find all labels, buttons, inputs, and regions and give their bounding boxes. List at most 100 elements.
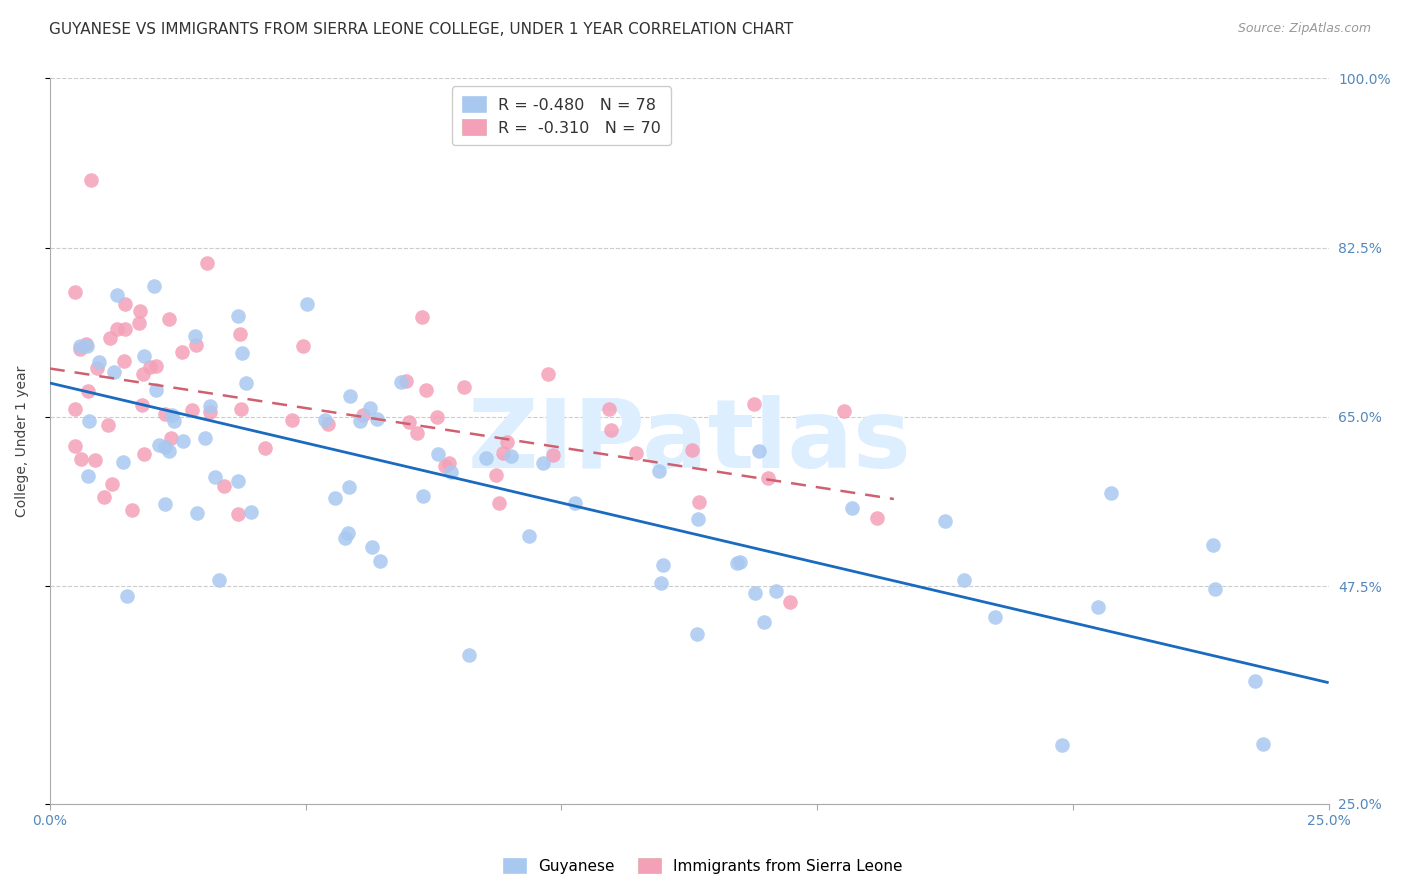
- Text: ZIPatlas: ZIPatlas: [467, 394, 911, 488]
- Point: [368, 554, 391, 568]
- Point: [339, 388, 361, 402]
- Point: [779, 595, 801, 609]
- Point: [93, 490, 115, 504]
- Point: [537, 367, 560, 381]
- Point: [323, 491, 346, 506]
- Point: [437, 456, 460, 470]
- Point: [499, 449, 522, 463]
- Point: [148, 438, 170, 452]
- Point: [492, 446, 515, 460]
- Point: [425, 410, 447, 425]
- Point: [186, 507, 208, 521]
- Point: [333, 531, 356, 545]
- Point: [65, 402, 87, 417]
- Point: [349, 414, 371, 428]
- Point: [337, 480, 360, 494]
- Point: [77, 414, 100, 428]
- Point: [184, 329, 207, 343]
- Point: [359, 401, 381, 415]
- Point: [725, 556, 748, 570]
- Point: [295, 297, 318, 311]
- Point: [1251, 738, 1274, 752]
- Point: [105, 322, 128, 336]
- Point: [624, 446, 647, 460]
- Point: [291, 339, 314, 353]
- Point: [934, 514, 956, 528]
- Point: [415, 383, 437, 397]
- Point: [235, 376, 257, 391]
- Point: [112, 354, 135, 368]
- Point: [184, 338, 207, 352]
- Point: [114, 322, 136, 336]
- Text: GUYANESE VS IMMIGRANTS FROM SIERRA LEONE COLLEGE, UNDER 1 YEAR CORRELATION CHART: GUYANESE VS IMMIGRANTS FROM SIERRA LEONE…: [49, 22, 793, 37]
- Point: [194, 431, 217, 445]
- Point: [231, 345, 253, 359]
- Point: [433, 458, 456, 473]
- Point: [314, 413, 336, 427]
- Point: [208, 573, 231, 587]
- Point: [69, 339, 91, 353]
- Point: [457, 648, 479, 662]
- Point: [180, 403, 202, 417]
- Point: [198, 405, 221, 419]
- Point: [488, 496, 510, 510]
- Point: [155, 407, 177, 421]
- Point: [598, 401, 620, 416]
- Point: [496, 435, 519, 450]
- Point: [389, 375, 412, 389]
- Point: [204, 470, 226, 484]
- Point: [77, 384, 100, 398]
- Point: [411, 310, 433, 324]
- Point: [65, 439, 87, 453]
- Point: [172, 434, 194, 449]
- Point: [337, 526, 360, 541]
- Point: [77, 468, 100, 483]
- Point: [686, 512, 709, 526]
- Point: [132, 349, 155, 363]
- Point: [1244, 673, 1267, 688]
- Point: [485, 467, 508, 482]
- Point: [80, 173, 103, 187]
- Point: [688, 495, 710, 509]
- Point: [229, 401, 252, 416]
- Point: [754, 615, 776, 629]
- Point: [541, 448, 564, 462]
- Point: [600, 423, 623, 437]
- Point: [651, 558, 673, 573]
- Point: [115, 590, 138, 604]
- Point: [366, 411, 388, 425]
- Point: [112, 455, 135, 469]
- Point: [114, 296, 136, 310]
- Point: [86, 361, 108, 376]
- Point: [650, 575, 672, 590]
- Point: [65, 285, 87, 299]
- Point: [198, 399, 221, 413]
- Point: [681, 442, 703, 457]
- Point: [281, 413, 304, 427]
- Point: [75, 337, 97, 351]
- Point: [128, 316, 150, 330]
- Point: [70, 452, 93, 467]
- Point: [412, 489, 434, 503]
- Point: [239, 505, 262, 519]
- Point: [103, 365, 125, 379]
- Legend: R = -0.480   N = 78, R =  -0.310   N = 70: R = -0.480 N = 78, R = -0.310 N = 70: [451, 87, 671, 145]
- Point: [89, 354, 111, 368]
- Point: [748, 444, 770, 458]
- Point: [226, 309, 249, 323]
- Point: [352, 409, 374, 423]
- Point: [97, 417, 120, 432]
- Point: [953, 573, 976, 587]
- Point: [212, 479, 235, 493]
- Point: [139, 359, 162, 374]
- Point: [648, 464, 671, 478]
- Point: [98, 331, 121, 345]
- Point: [841, 501, 863, 516]
- Point: [121, 503, 143, 517]
- Point: [170, 344, 193, 359]
- Point: [226, 474, 249, 488]
- Point: [1087, 600, 1109, 615]
- Point: [129, 304, 152, 318]
- Point: [531, 456, 554, 470]
- Point: [157, 443, 180, 458]
